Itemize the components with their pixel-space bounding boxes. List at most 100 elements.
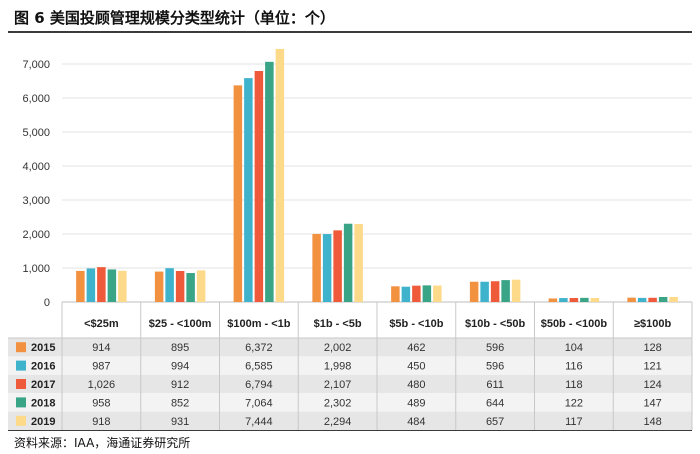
bar-2015-7 [548,298,558,302]
data-label: 484 [407,416,425,428]
source-note: 资料来源：IAA，海通证券研究所 [14,436,191,450]
category-label: $1b - <5b [314,318,362,330]
bar-2017-1 [97,267,106,302]
data-label: 6,585 [245,361,273,373]
y-tick-label: 0 [44,297,50,309]
bar-2017-7 [569,297,579,302]
legend-swatch-2018 [16,397,26,408]
data-label: 104 [565,342,583,354]
data-label: 1,026 [88,379,116,391]
data-label: 7,064 [245,397,273,409]
data-label: 116 [565,361,583,373]
data-label: 895 [171,342,189,354]
legend-swatch-2017 [16,379,26,389]
title-rule [8,31,692,33]
bar-2019-7 [590,298,600,302]
category-label: <$25m [84,318,119,330]
category-label: ≥$100b [634,318,672,330]
bar-2017-8 [648,297,657,302]
data-label: 994 [171,361,189,373]
data-label: 6,794 [245,379,273,391]
data-label: 117 [565,416,583,428]
data-label: 121 [643,361,661,373]
legend-swatch-2016 [16,360,26,371]
legend-label: 2018 [31,397,55,409]
y-tick-label: 2,000 [22,229,50,241]
figure-title: 图 6 美国投顾管理规模分类型统计（单位：个） [14,9,335,27]
data-label: 914 [92,342,110,354]
data-label: 596 [486,342,504,354]
bar-2018-2 [186,273,195,302]
y-tick-label: 3,000 [22,195,50,207]
y-tick-label: 4,000 [22,161,50,173]
data-label: 1,998 [324,361,352,373]
table-row-bg [8,374,692,394]
data-label: 480 [407,379,425,391]
data-label: 958 [92,397,110,409]
bar-2019-6 [511,279,521,302]
bar-2019-3 [275,48,285,303]
bar-2016-8 [637,297,647,302]
legend-swatch-2019 [16,415,26,426]
category-label: $10b - <50b [465,318,526,330]
bar-2015-2 [154,271,164,302]
table-row-bg [8,338,692,357]
table-row-bg [8,356,692,375]
data-label: 596 [486,361,504,373]
bar-2015-5 [391,286,400,302]
data-label: 912 [171,379,189,391]
bar-2016-4 [322,234,332,302]
legend-swatch-2015 [16,342,26,353]
data-label: 657 [486,416,504,428]
bar-2019-2 [196,270,206,302]
category-label: $50b - <100b [541,318,608,330]
bar-2017-6 [490,281,500,302]
data-label: 852 [171,397,189,409]
bar-2018-7 [580,297,589,302]
bar-2015-4 [312,233,321,302]
bar-2017-4 [333,230,342,302]
bar-2019-4 [354,224,363,302]
data-label: 128 [643,342,661,354]
bar-2018-8 [658,297,668,302]
legend-label: 2015 [31,342,55,354]
legend-label: 2017 [31,379,55,391]
data-label: 118 [565,379,583,391]
data-label: 450 [407,361,425,373]
y-tick-label: 1,000 [22,263,50,275]
bar-2018-1 [107,269,117,302]
legend-label: 2016 [31,361,55,373]
bar-2017-5 [412,285,421,302]
bar-2016-1 [86,268,96,302]
bar-2018-4 [343,223,353,302]
data-label: 2,294 [324,416,352,428]
bar-2015-1 [76,270,85,302]
y-tick-label: 7,000 [22,59,50,71]
table-row-bg [8,411,692,430]
bar-chart-with-data-table: 0 1,000 2,000 3,000 4,000 5,000 6,000 7,000 <$25… [8,48,693,430]
bar-2016-2 [165,268,174,302]
bar-2016-6 [480,281,489,302]
bar-2018-5 [422,285,432,302]
bar-2017-2 [175,270,185,302]
data-label: 7,444 [245,416,273,428]
bar-2019-5 [433,285,442,302]
data-label: 489 [407,397,425,409]
data-label: 987 [92,361,110,373]
bar-2018-3 [265,61,274,302]
bar-2015-6 [469,281,479,302]
data-label: 122 [565,397,583,409]
bar-2019-8 [669,296,678,302]
data-label: 462 [407,342,425,354]
data-label: 124 [643,379,661,391]
data-label: 147 [643,397,661,409]
bar-2018-6 [501,280,510,302]
bar-2015-8 [627,297,636,302]
bar-2019-1 [118,270,127,302]
bar-2016-5 [401,286,411,302]
data-label: 918 [92,416,110,428]
data-label: 2,302 [324,397,352,409]
data-label: 931 [171,416,189,428]
bar-2017-3 [254,71,264,302]
y-tick-label: 5,000 [22,127,50,139]
